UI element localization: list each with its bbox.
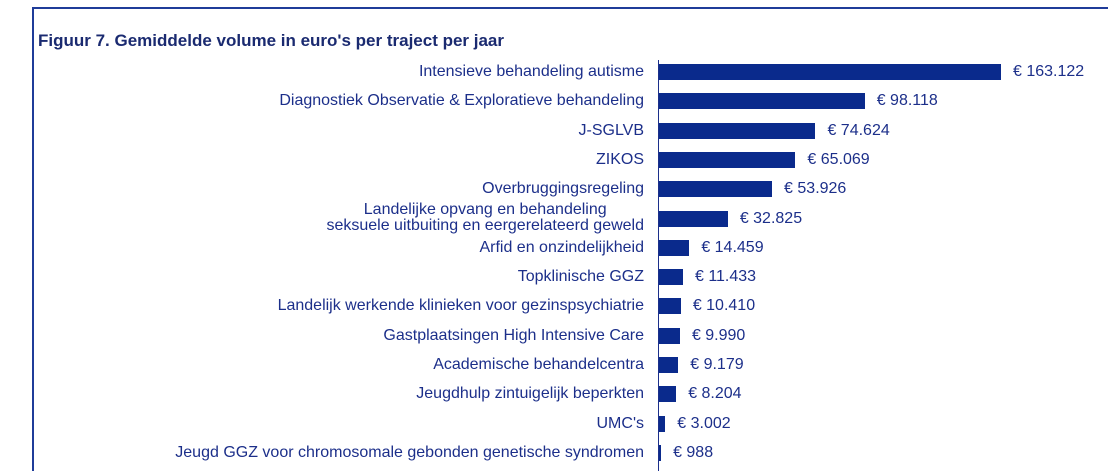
chart-title: Figuur 7. Gemiddelde volume in euro's pe… [38, 31, 505, 50]
bar [659, 122, 816, 139]
y-tick-label: Arfid en onzindelijkheid [479, 238, 644, 256]
y-tick-label: UMC's [596, 414, 645, 432]
value-label: € 53.926 [784, 180, 847, 198]
axis-line [658, 60, 659, 471]
y-tick-label: Landelijk werkende klinieken voor gezins… [277, 297, 644, 315]
value-label: € 10.410 [692, 297, 756, 315]
y-tick-label: J-SGLVB [578, 121, 645, 139]
bar [659, 64, 1001, 80]
bar [659, 298, 681, 315]
value-label: € 9.990 [691, 326, 746, 344]
value-label: € 163.122 [1013, 63, 1085, 80]
value-label: € 14.459 [701, 238, 764, 256]
y-tick-label: Topklinische GGZ [517, 268, 644, 286]
value-label: € 3.002 [677, 414, 731, 432]
bar [659, 415, 666, 432]
bar [659, 181, 773, 198]
y-tick-label: Overbruggingsregeling [482, 180, 644, 198]
chart: Figuur 7. Gemiddelde volume in euro's pe… [32, 7, 1108, 471]
y-tick-label: Jeugdhulp zintuigelijk beperkten [416, 385, 644, 403]
bar [659, 269, 683, 286]
y-tick-label: Academische behandelcentra [433, 356, 644, 373]
y-tick-label: Diagnostiek Observatie & Exploratieve be… [279, 92, 644, 110]
y-tick-label: Gastplaatsingen High Intensive Care [383, 326, 644, 344]
bar [659, 93, 865, 110]
y-tick-label: Intensieve behandeling autisme [418, 63, 644, 80]
bar [659, 386, 677, 403]
bar [659, 210, 728, 227]
bar [659, 444, 662, 461]
value-label: € 8.204 [688, 385, 742, 403]
value-label: € 65.069 [807, 150, 870, 168]
value-label: € 9.179 [690, 356, 744, 373]
value-label: € 74.624 [827, 121, 890, 139]
bar [659, 151, 796, 168]
bar [659, 327, 680, 344]
bar [659, 357, 679, 373]
value-label: € 98.118 [876, 92, 938, 110]
y-tick-label: Landelijke opvang en behandeling seksuel… [326, 200, 644, 234]
bar [659, 239, 690, 256]
value-label: € 988 [673, 443, 714, 461]
y-tick-label: Jeugd GGZ voor chromosomale gebonden gen… [175, 443, 644, 461]
y-tick-label: ZIKOS [595, 150, 644, 168]
value-label: € 11.433 [694, 268, 757, 286]
value-label: € 32.825 [739, 209, 803, 227]
